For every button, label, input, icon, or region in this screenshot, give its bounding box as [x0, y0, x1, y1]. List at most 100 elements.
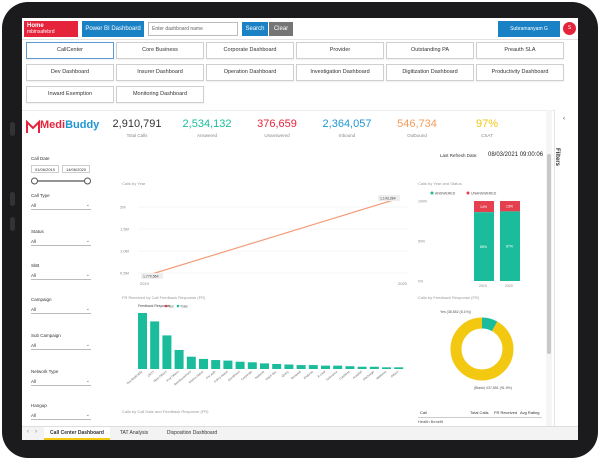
legend-marker [164, 304, 168, 308]
filters-pane[interactable]: ‹ [554, 110, 578, 426]
y-tick-label: 100% [418, 200, 427, 204]
medibuddy-logo-icon [26, 119, 40, 133]
table-header-cell[interactable]: Total Calls [470, 410, 489, 415]
report-scrollbar-thumb[interactable] [547, 154, 551, 354]
kpi-value: 2,364,057 [322, 118, 372, 130]
kpi-label: Outbound [407, 133, 427, 138]
nav-button-operation-dashboard[interactable]: Operation Dashboard [206, 64, 294, 81]
y-tick-label: 2M [120, 205, 126, 210]
collapse-chevron-icon[interactable]: ‹ [563, 116, 565, 122]
filter-value: All [31, 203, 37, 208]
filter-label: Campaign [31, 297, 52, 302]
brand-name-a: Medi [40, 119, 66, 131]
bar [247, 362, 257, 369]
tab-disposition-dashboard[interactable]: Disposition Dashboard [166, 430, 218, 436]
x-tick-label: 2019 [479, 284, 487, 288]
bar [333, 365, 343, 369]
table-header-cell[interactable]: Call [420, 410, 427, 415]
donut-slice [450, 317, 514, 381]
top-toolbar: Home mbinsafebrd Power BI Dashboard Sear… [22, 18, 578, 40]
nav-button-monitoring-dashboard[interactable]: Monitoring Dashboard [116, 86, 204, 103]
filter-dropdown-status[interactable]: All ⌄ [31, 237, 91, 246]
chevron-down-icon: ⌄ [85, 202, 90, 208]
bar [235, 361, 245, 369]
nav-button-dev-dashboard[interactable]: Dev Dashboard [26, 64, 114, 81]
nav-button-callcenter[interactable]: CallCenter [26, 42, 114, 59]
nav-button-productivity-dashboard[interactable]: Productivity Dashboard [476, 64, 564, 81]
filter-value: All [31, 413, 37, 418]
filter-dropdown-call-type[interactable]: All ⌄ [31, 201, 91, 210]
x-tick-label: 2020 [398, 281, 408, 286]
kpi-label: Answered [196, 133, 217, 138]
filter-dropdown-campaign[interactable]: All ⌄ [31, 305, 91, 314]
nav-button-provider[interactable]: Provider [296, 42, 384, 59]
filter-label: SkB [31, 263, 40, 268]
line-series [141, 197, 401, 278]
dashboard-search-input[interactable] [148, 22, 238, 36]
bar [223, 360, 233, 369]
nav-button-digitization-dashboard[interactable]: Digitization Dashboard [386, 64, 474, 81]
stack-bar-answered [500, 211, 520, 281]
filter-label: Network Type [31, 369, 59, 374]
kpi-card: 2,910,791 Total Calls [102, 118, 172, 138]
tab-prev-icon[interactable]: ‹ [27, 429, 29, 435]
bar [138, 313, 147, 369]
clear-button[interactable]: Clear [269, 22, 293, 36]
user-avatar[interactable]: S [563, 22, 576, 35]
nav-button-corporate-dashboard[interactable]: Corporate Dashboard [206, 42, 294, 59]
legend-marker [430, 191, 434, 195]
x-tick-label: Policy status [213, 369, 229, 383]
table-header-cell[interactable]: FR Received [494, 410, 518, 415]
kpi-card: 97% CSAT [452, 118, 522, 138]
x-tick-label: Grievance [325, 369, 338, 381]
x-tick-label: CRTT [147, 370, 156, 378]
user-menu-button[interactable]: Subramanyam G [498, 21, 560, 37]
bar [272, 363, 282, 369]
powerbi-dashboard-button[interactable]: Power BI Dashboard [82, 21, 144, 37]
kpi-value: 2,910,791 [112, 118, 162, 130]
nav-button-inward-exemption[interactable]: Inward Exemption [26, 86, 114, 103]
home-title: Home [27, 23, 44, 29]
x-tick-label: Discharge [362, 369, 375, 381]
brand-name-b: Buddy [65, 119, 100, 131]
nav-button-insurer-dashboard[interactable]: Insurer Dashboard [116, 64, 204, 81]
chevron-down-icon: ⌄ [85, 272, 90, 278]
bar [199, 358, 208, 369]
table-header-cell[interactable]: Avg Rating [520, 410, 540, 415]
bar [162, 335, 172, 369]
home-button[interactable]: Home mbinsafebrd [24, 21, 78, 37]
chevron-down-icon: ⌄ [85, 412, 90, 418]
brand-name: MediBuddy [40, 119, 99, 131]
nav-button-preauth-sla[interactable]: Preauth SLA [476, 42, 564, 59]
filter-dropdown-sub-campaign[interactable]: All ⌄ [31, 341, 91, 350]
date-from-input[interactable]: 01/06/2019 [31, 165, 59, 173]
tab-next-icon[interactable]: › [35, 429, 37, 435]
bar [394, 367, 404, 369]
bar [369, 366, 379, 369]
bar [211, 360, 221, 369]
kpi-value: 376,659 [257, 118, 297, 130]
bar [382, 367, 391, 369]
filter-dropdown-hangup[interactable]: All ⌄ [31, 411, 91, 420]
kpi-label: Unanswered [264, 133, 290, 138]
date-to-input[interactable]: 14/06/2020 [62, 165, 90, 173]
date-range-slider[interactable] [31, 177, 91, 185]
tab-tat-analysis[interactable]: TAT Analysis [119, 430, 149, 436]
kpi-value: 2,534,132 [182, 118, 232, 130]
x-tick-label: Not Applicable [126, 369, 144, 385]
calls-by-year-status-chart: ANSWERED UNANSWERED 100% 50% 0% 14% 86% 2019 13%… [418, 191, 520, 288]
x-tick-label: 2019 [140, 281, 150, 286]
filter-dropdown-skb[interactable]: All ⌄ [31, 271, 91, 280]
nav-button-outstanding-pa[interactable]: Outstanding PA [386, 42, 474, 59]
nav-button-core-business[interactable]: Core Business [116, 42, 204, 59]
legend-title: Feedback Response [138, 304, 170, 308]
nav-button-investigation-dashboard[interactable]: Investigation Dashboard [296, 64, 384, 81]
search-button[interactable]: Search [242, 22, 268, 36]
donut-chart-title: Calls by Feedback Response (FR) [418, 295, 480, 300]
filter-dropdown-network-type[interactable]: All ⌄ [31, 377, 91, 386]
start-label-box [141, 273, 163, 279]
data-label: 87% [506, 245, 513, 249]
x-tick-label: Cashless [339, 369, 351, 380]
tab-call-center-dashboard[interactable]: Call Center Dashboard [44, 427, 110, 440]
home-subtitle: mbinsafebrd [27, 29, 55, 35]
